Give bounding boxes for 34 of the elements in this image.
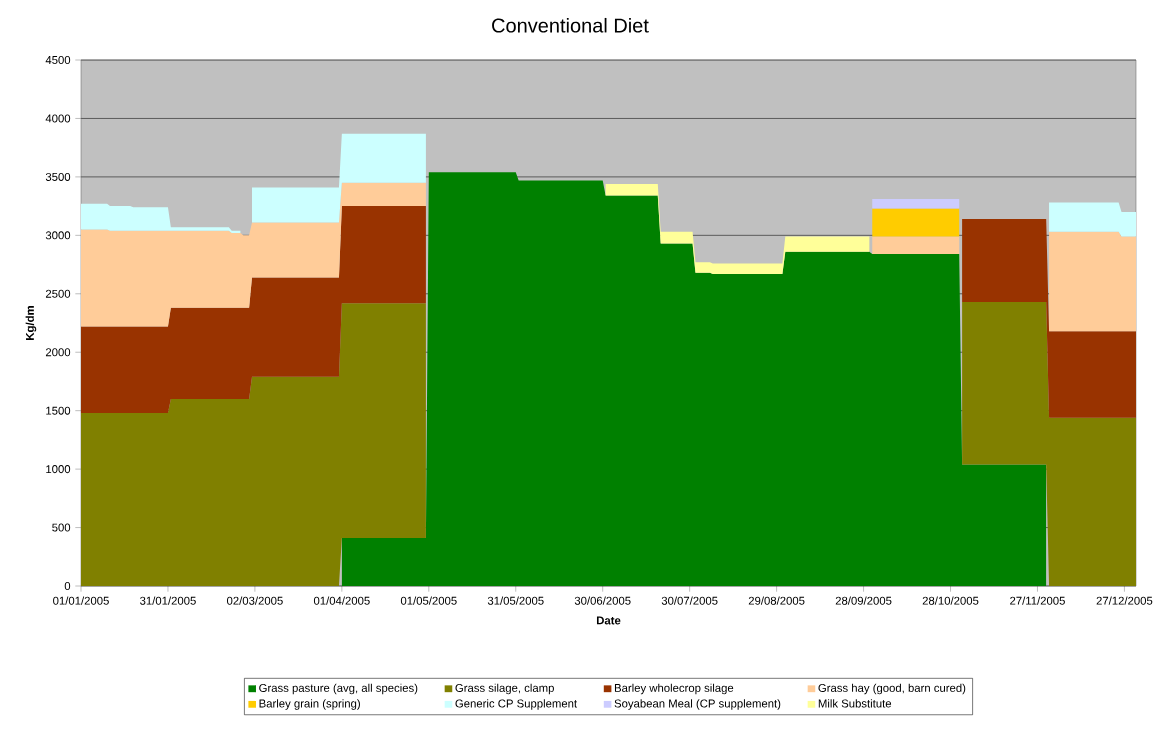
- legend-label: Barley wholecrop silage: [614, 683, 734, 695]
- y-tick-label: 4500: [45, 56, 71, 65]
- chart-title: Conventional Diet: [492, 17, 649, 33]
- legend-label: Grass silage, clamp: [455, 683, 554, 695]
- x-tick-label: 01/04/2005: [313, 596, 370, 605]
- x-tick-label: 27/11/2005: [1010, 596, 1065, 605]
- y-tick-label: 2500: [45, 289, 71, 298]
- legend-label: Milk Substitute: [818, 699, 892, 708]
- x-tick-label: 31/05/2005: [487, 596, 544, 605]
- x-tick-label: 31/01/2005: [140, 596, 196, 605]
- x-tick-label: 30/06/2005: [574, 596, 631, 605]
- x-tick-label: 27/12/2005: [1096, 596, 1153, 605]
- legend-label: Generic CP Supplement: [455, 699, 578, 710]
- y-tick-label: 3000: [45, 231, 71, 240]
- x-tick-label: 29/08/2005: [748, 596, 805, 605]
- x-tick-label: 01/05/2005: [400, 596, 457, 605]
- legend-label: Grass hay (good, barn cured): [818, 683, 966, 695]
- y-tick-label: 4000: [45, 114, 71, 123]
- x-axis-title: Date: [596, 616, 621, 625]
- legend-label: Grass pasture (avg, all species): [259, 683, 418, 695]
- legend-label: Soyabean Meal (CP supplement): [614, 699, 781, 710]
- y-tick-label: 0: [64, 582, 71, 591]
- y-tick-label: 1500: [46, 406, 71, 415]
- x-tick-label: 02/03/2005: [226, 596, 283, 605]
- y-tick-label: 2000: [45, 348, 71, 357]
- legend-label: Barley grain (spring): [259, 699, 360, 710]
- y-axis-title: Kg/dm: [25, 306, 37, 340]
- y-tick-label: 3500: [45, 172, 71, 181]
- x-tick-label: 28/10/2005: [922, 596, 979, 605]
- x-tick-label: 28/09/2005: [835, 596, 892, 605]
- y-tick-label: 500: [52, 523, 71, 532]
- y-tick-label: 1000: [46, 465, 71, 474]
- x-tick-label: 01/01/2005: [53, 596, 109, 605]
- x-tick-label: 30/07/2005: [661, 596, 718, 605]
